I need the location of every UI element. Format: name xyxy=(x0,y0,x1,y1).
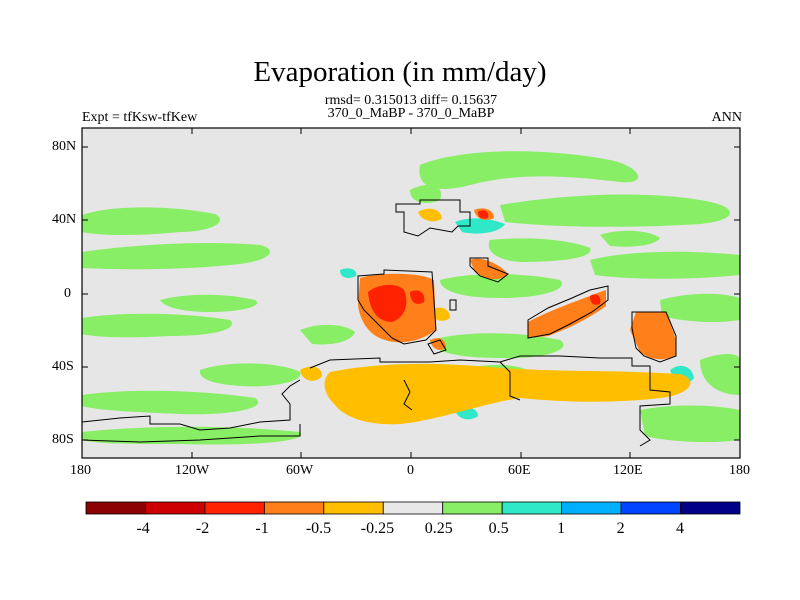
x-tick-label: 60E xyxy=(508,463,531,478)
colorbar-swatch xyxy=(680,501,741,515)
field-positive-medium xyxy=(340,218,694,420)
colorbar-swatch xyxy=(442,501,503,515)
colorbar-label: 2 xyxy=(616,520,625,537)
colorbar-swatch xyxy=(561,501,622,515)
x-tick-label: 60W xyxy=(286,463,314,478)
colorbar-swatch xyxy=(382,501,444,515)
axis-ticks xyxy=(81,128,741,458)
colorbar-label: 0.25 xyxy=(424,520,453,537)
colorbar-label: -2 xyxy=(195,520,210,537)
colorbar-swatch xyxy=(620,501,681,515)
coastlines xyxy=(81,199,677,447)
colorbar-label: 1 xyxy=(557,520,566,537)
x-tick-label: 0 xyxy=(407,463,414,478)
y-tick-label: 40N xyxy=(52,212,77,227)
colorbar-swatch xyxy=(263,501,325,515)
case-line: 370_0_MaBP - 370_0_MaBP xyxy=(327,106,495,121)
y-tick-label: 80S xyxy=(52,432,74,447)
x-tick-label: 180 xyxy=(70,463,91,478)
y-tick-label: 0 xyxy=(64,286,71,301)
colorbar-label: -1 xyxy=(255,520,269,537)
colorbar-swatch xyxy=(501,501,563,515)
colorbar-label: -0.5 xyxy=(305,520,332,537)
stats-line: rmsd= 0.315013 diff= 0.15637 xyxy=(324,93,498,108)
x-tick-label: 120E xyxy=(613,463,643,478)
colorbar-swatch xyxy=(204,501,265,515)
map-title: Evaporation (in mm/day) xyxy=(253,56,547,88)
field-negative-strong xyxy=(368,210,601,322)
colorbar-label: -0.25 xyxy=(360,520,395,537)
field-positive xyxy=(82,151,740,445)
season-label: ANN xyxy=(711,110,742,125)
colorbar-swatch xyxy=(85,501,146,515)
x-tick-label: 120W xyxy=(175,463,210,478)
colorbar-swatch xyxy=(323,501,384,515)
y-tick-label: 80N xyxy=(52,139,77,154)
x-tick-label: 180 xyxy=(729,463,750,478)
expt-label: Expt = tfKsw-tfKew xyxy=(82,110,198,125)
colorbar-label: 0.5 xyxy=(488,520,509,537)
colorbar xyxy=(85,501,741,515)
y-tick-label: 40S xyxy=(52,359,74,374)
colorbar-label: 4 xyxy=(676,520,685,537)
colorbar-label: -4 xyxy=(136,520,150,537)
colorbar-swatch xyxy=(145,501,206,515)
